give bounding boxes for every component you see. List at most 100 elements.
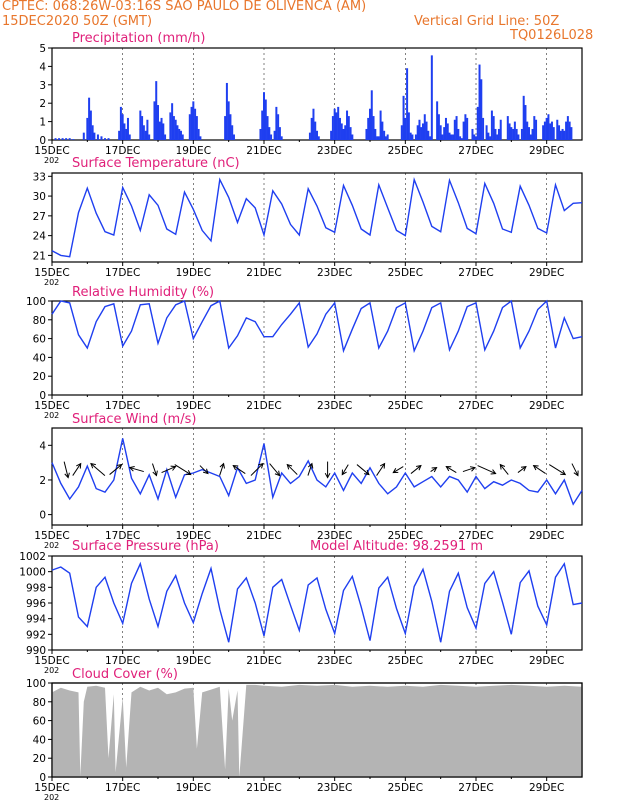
wind-arrow bbox=[410, 465, 422, 474]
panel-frame bbox=[51, 172, 583, 263]
x-tick-label: 27DEC bbox=[458, 145, 493, 157]
precip-bar bbox=[437, 114, 440, 140]
panel-frame bbox=[51, 47, 583, 141]
wind-arrow bbox=[549, 464, 566, 475]
precip-bar bbox=[552, 127, 555, 140]
precip-bar bbox=[104, 138, 106, 140]
x-tick-label: 15DEC bbox=[34, 655, 69, 667]
precip-bar bbox=[331, 116, 334, 140]
precip-bar bbox=[346, 110, 349, 140]
precip-bar bbox=[370, 90, 373, 140]
x-tick-label: 25DEC bbox=[388, 400, 423, 412]
x-tick-label: 23DEC bbox=[317, 145, 352, 157]
wind-arrow-head bbox=[116, 463, 123, 470]
x-tick-label: 19DEC bbox=[176, 530, 211, 542]
precip-bar bbox=[199, 136, 202, 140]
x-tick-label: 17DEC bbox=[105, 530, 140, 542]
y-tick-label: 0 bbox=[39, 390, 46, 402]
wind-arrow bbox=[356, 464, 370, 475]
precip-bar bbox=[535, 119, 538, 140]
wind-arrow-head bbox=[90, 462, 96, 469]
precip-bar bbox=[423, 114, 426, 140]
precip-bar bbox=[171, 103, 174, 140]
precip-bar bbox=[181, 134, 184, 140]
y-tick-label: 80 bbox=[33, 697, 46, 709]
y-tick-label: 27 bbox=[33, 211, 46, 223]
precip-bar bbox=[121, 114, 124, 140]
precip-bar bbox=[407, 112, 410, 140]
wind-arrow bbox=[219, 463, 225, 476]
wind-arrow bbox=[151, 463, 157, 476]
x-tick-label: 29DEC bbox=[529, 782, 564, 794]
precip-bar bbox=[195, 116, 198, 140]
precip-bar bbox=[497, 128, 500, 140]
precip-bar bbox=[471, 128, 474, 140]
wind-arrow bbox=[90, 463, 106, 476]
panel-title: Cloud Cover (%) bbox=[72, 667, 178, 682]
precip-bar bbox=[513, 121, 516, 140]
precip-bar bbox=[342, 128, 345, 140]
wind-arrow-head bbox=[307, 462, 314, 469]
precip-bar bbox=[58, 138, 61, 140]
header-station: CPTEC: 068:26W-03:16S SAO PAULO DE OLIVE… bbox=[2, 0, 367, 14]
wind-arrow-head bbox=[469, 466, 476, 472]
precip-bar bbox=[314, 121, 317, 140]
wind-arrow bbox=[477, 465, 496, 475]
wind-arrow-head bbox=[257, 462, 264, 469]
y-tick-label: 0 bbox=[39, 510, 46, 522]
precip-bar bbox=[383, 130, 386, 140]
wind-arrow bbox=[307, 463, 313, 476]
x-tick-label: 25DEC bbox=[388, 267, 423, 279]
wind-arrow bbox=[533, 465, 546, 474]
precip-bar bbox=[179, 130, 182, 140]
y-tick-label: 4 bbox=[39, 440, 46, 452]
precip-bar bbox=[376, 136, 379, 140]
x-tick-label: 29DEC bbox=[529, 267, 564, 279]
precip-bar bbox=[335, 112, 338, 140]
panel-title: Precipitation (mm/h) bbox=[72, 31, 205, 46]
precip-bar bbox=[466, 117, 469, 140]
precip-bar bbox=[418, 119, 421, 140]
y-tick-label: 60 bbox=[33, 716, 46, 728]
wind-arrow-head bbox=[324, 472, 331, 479]
precip-bar bbox=[280, 136, 283, 140]
precip-bar bbox=[340, 123, 343, 140]
wind-arrow bbox=[499, 464, 509, 475]
precip-bar bbox=[96, 134, 99, 140]
precip-bar bbox=[344, 125, 347, 140]
wind-arrow-head bbox=[415, 464, 422, 471]
precip-bar bbox=[556, 119, 559, 140]
wind-arrow-head bbox=[445, 466, 452, 472]
precip-bar bbox=[125, 128, 128, 140]
precip-bar bbox=[68, 138, 71, 140]
precip-bar bbox=[107, 138, 110, 140]
precip-bar bbox=[455, 116, 458, 140]
x-tick-label: 15DEC bbox=[34, 782, 69, 794]
precip-bar bbox=[194, 108, 197, 140]
precip-bar bbox=[494, 128, 497, 140]
x-tick-label: 25DEC bbox=[388, 145, 423, 157]
precip-bar bbox=[517, 134, 520, 140]
precip-bar bbox=[88, 97, 91, 140]
precip-bar bbox=[261, 110, 264, 140]
x-tick-label: 15DEC bbox=[34, 530, 69, 542]
y-tick-label: 40 bbox=[33, 734, 46, 746]
precip-bar bbox=[506, 116, 509, 140]
precip-bar bbox=[142, 125, 145, 140]
y-tick-label: 998 bbox=[26, 582, 46, 594]
precip-bar bbox=[277, 114, 280, 140]
precip-bar bbox=[337, 106, 340, 140]
precip-bar bbox=[510, 127, 513, 140]
x-tick-label: 17DEC bbox=[105, 655, 140, 667]
precip-bar bbox=[227, 101, 230, 140]
precip-bar bbox=[338, 117, 341, 140]
x-tick-label: 23DEC bbox=[317, 655, 352, 667]
x-tick-label: 23DEC bbox=[317, 267, 352, 279]
x-year-label: 202 bbox=[44, 793, 59, 800]
x-tick-label: 19DEC bbox=[176, 400, 211, 412]
precip-bar bbox=[174, 119, 177, 140]
precip-bar bbox=[377, 136, 380, 140]
x-tick-label: 21DEC bbox=[246, 530, 281, 542]
precip-bar bbox=[72, 139, 75, 140]
precip-bar bbox=[160, 117, 163, 140]
